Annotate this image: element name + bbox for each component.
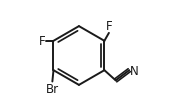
- Text: F: F: [106, 20, 112, 33]
- Text: N: N: [130, 64, 139, 77]
- Text: Br: Br: [46, 82, 59, 95]
- Text: F: F: [38, 35, 45, 48]
